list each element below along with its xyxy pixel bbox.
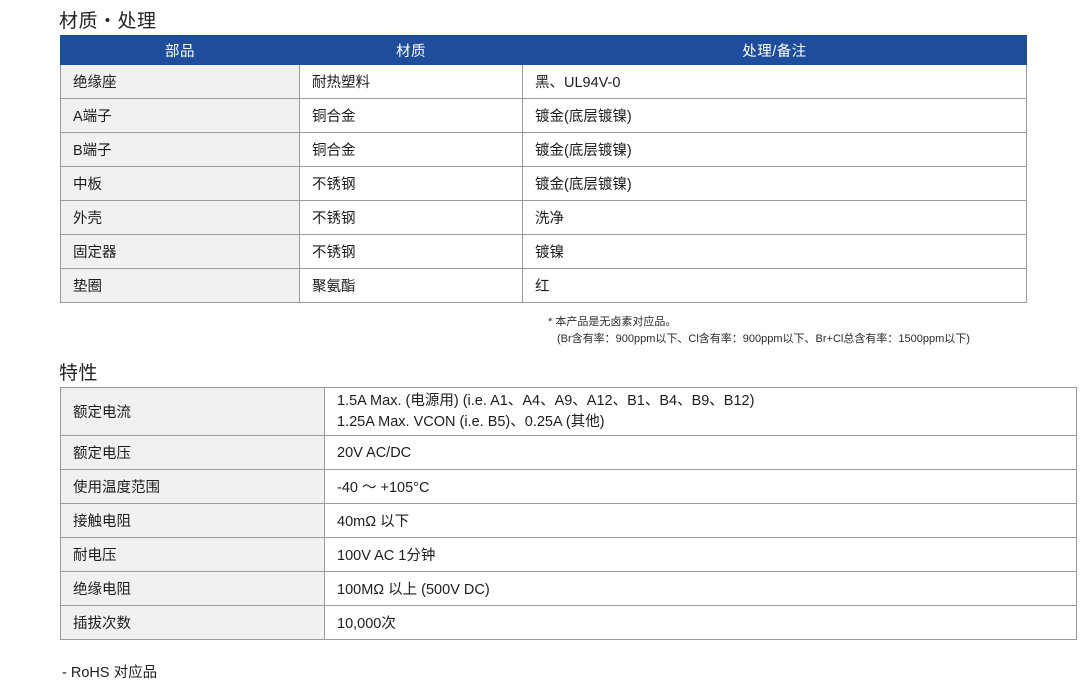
cell-material: 聚氨酯 — [299, 268, 523, 303]
cell-part: A端子 — [60, 98, 300, 133]
table-row: 使用温度范围 -40 ～ +105°C — [60, 469, 1077, 504]
table-row: B端子 铜合金 镀金(底层镀镍) — [60, 132, 1027, 167]
table-row: 额定电流 1.5A Max. (电源用) (i.e. A1、A4、A9、A12、… — [60, 387, 1077, 436]
halogen-free-footnote: * 本产品是无卤素对应品。 (Br含有率：900ppm以下、Cl含有率：900p… — [548, 314, 970, 348]
spec-table: 额定电流 1.5A Max. (电源用) (i.e. A1、A4、A9、A12、… — [60, 387, 1077, 640]
cell-spec-label: 使用温度范围 — [60, 469, 325, 504]
table-row: 插拔次数 10,000次 — [60, 605, 1077, 640]
cell-material: 铜合金 — [299, 98, 523, 133]
cell-spec-label: 接触电阻 — [60, 503, 325, 538]
cell-part: 固定器 — [60, 234, 300, 269]
cell-spec-label: 耐电压 — [60, 537, 325, 572]
cell-material: 铜合金 — [299, 132, 523, 167]
material-table: 部品 材质 处理/备注 绝缘座 耐热塑料 黑、UL94V-0 A端子 铜合金 镀… — [60, 35, 1027, 303]
material-table-header-row: 部品 材质 处理/备注 — [60, 35, 1027, 65]
column-header-material: 材质 — [299, 35, 523, 65]
cell-material: 不锈钢 — [299, 166, 523, 201]
table-row: 绝缘电阻 100MΩ 以上 (500V DC) — [60, 571, 1077, 606]
cell-treatment: 洗净 — [522, 200, 1027, 235]
cell-part: B端子 — [60, 132, 300, 167]
cell-spec-value: 100MΩ 以上 (500V DC) — [324, 571, 1077, 606]
cell-spec-label: 插拔次数 — [60, 605, 325, 640]
section-title-spec: 特性 — [59, 363, 99, 384]
table-row: A端子 铜合金 镀金(底层镀镍) — [60, 98, 1027, 133]
footnote-line-1: * 本产品是无卤素对应品。 — [548, 316, 677, 328]
cell-spec-label: 额定电压 — [60, 435, 325, 470]
cell-material: 不锈钢 — [299, 200, 523, 235]
column-header-treatment: 处理/备注 — [522, 35, 1027, 65]
footnote-line-2: (Br含有率：900ppm以下、Cl含有率：900ppm以下、Br+Cl总含有率… — [557, 333, 970, 346]
cell-spec-value: -40 ～ +105°C — [324, 469, 1077, 504]
cell-part: 中板 — [60, 166, 300, 201]
cell-spec-value: 10,000次 — [324, 605, 1077, 640]
cell-treatment: 镀镍 — [522, 234, 1027, 269]
rohs-note: - RoHS 对应品 — [62, 665, 158, 681]
section-title-material: 材质・处理 — [59, 11, 157, 32]
table-row: 固定器 不锈钢 镀镍 — [60, 234, 1027, 269]
cell-spec-value: 100V AC 1分钟 — [324, 537, 1077, 572]
cell-material: 不锈钢 — [299, 234, 523, 269]
table-row: 外壳 不锈钢 洗净 — [60, 200, 1027, 235]
cell-part: 垫圈 — [60, 268, 300, 303]
table-row: 接触电阻 40mΩ 以下 — [60, 503, 1077, 538]
cell-part: 绝缘座 — [60, 64, 300, 99]
table-row: 中板 不锈钢 镀金(底层镀镍) — [60, 166, 1027, 201]
table-row: 垫圈 聚氨酯 红 — [60, 268, 1027, 303]
table-row: 额定电压 20V AC/DC — [60, 435, 1077, 470]
cell-part: 外壳 — [60, 200, 300, 235]
cell-material: 耐热塑料 — [299, 64, 523, 99]
cell-spec-label: 额定电流 — [60, 387, 325, 436]
cell-spec-value: 1.5A Max. (电源用) (i.e. A1、A4、A9、A12、B1、B4… — [324, 387, 1077, 436]
cell-treatment: 镀金(底层镀镍) — [522, 132, 1027, 167]
cell-treatment: 镀金(底层镀镍) — [522, 98, 1027, 133]
cell-spec-value: 40mΩ 以下 — [324, 503, 1077, 538]
cell-treatment: 黑、UL94V-0 — [522, 64, 1027, 99]
cell-spec-label: 绝缘电阻 — [60, 571, 325, 606]
cell-treatment: 红 — [522, 268, 1027, 303]
table-row: 耐电压 100V AC 1分钟 — [60, 537, 1077, 572]
cell-spec-value: 20V AC/DC — [324, 435, 1077, 470]
cell-treatment: 镀金(底层镀镍) — [522, 166, 1027, 201]
column-header-part: 部品 — [60, 35, 300, 65]
table-row: 绝缘座 耐热塑料 黑、UL94V-0 — [60, 64, 1027, 99]
